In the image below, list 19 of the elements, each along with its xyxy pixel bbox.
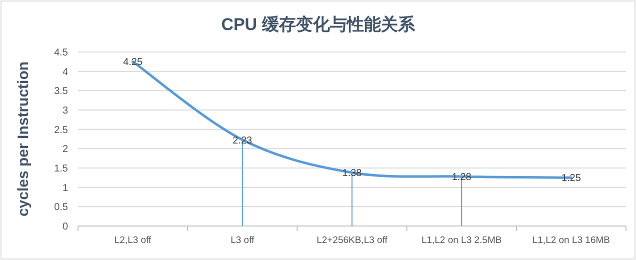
y-tick-label: 1 — [62, 182, 68, 194]
x-tick-label: L2+256KB,L3 off — [316, 235, 388, 246]
y-tick-label: 2.5 — [54, 124, 68, 136]
x-tick-label: L1,L2 on L3 2.5MB — [421, 235, 502, 246]
y-tick-label: 0.5 — [54, 202, 68, 214]
chart-title: CPU 缓存变化与性能关系 — [221, 15, 416, 34]
y-tick-label: 3.5 — [54, 86, 68, 98]
data-label: 1.25 — [561, 173, 582, 184]
data-label: 1.28 — [452, 172, 472, 184]
y-axis-title: cycles per Instruction — [15, 61, 32, 217]
y-tick-label: 2 — [62, 144, 68, 156]
x-tick-label: L3 off — [230, 235, 255, 246]
y-tick-label: 4 — [62, 66, 68, 78]
x-tick-label: L1,L2 on L3 16MB — [532, 235, 610, 246]
y-tick-label: 4.5 — [54, 48, 68, 58]
x-tick-label: L2,L3 off — [114, 235, 152, 246]
y-tick-label: 0 — [62, 222, 68, 232]
y-tick-label: 1.5 — [54, 164, 68, 174]
y-tick-label: 3 — [62, 106, 68, 116]
